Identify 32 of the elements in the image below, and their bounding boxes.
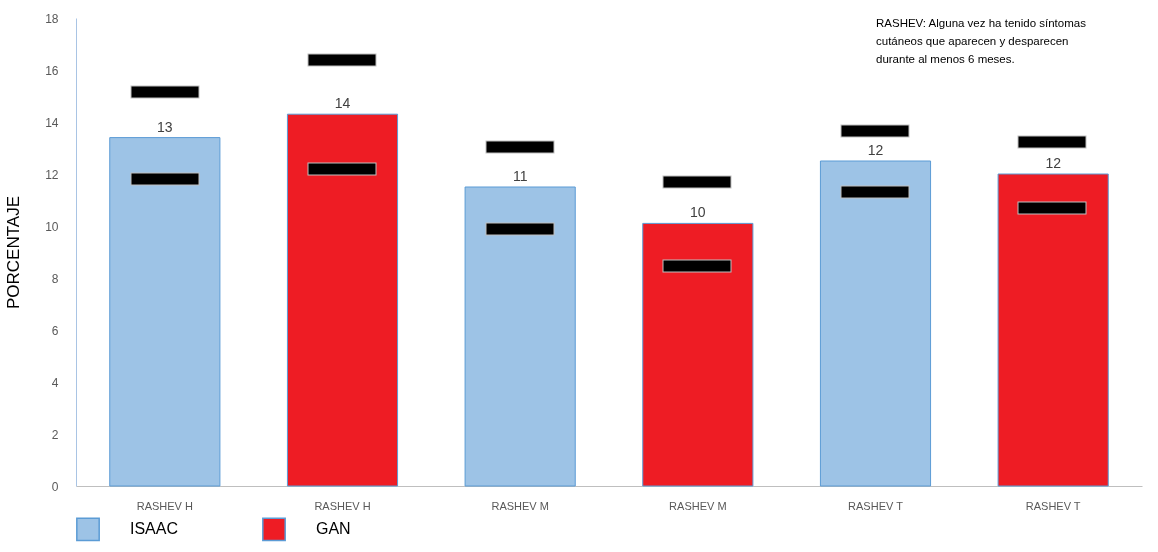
x-tick-label: RASHEV H: [314, 499, 371, 512]
data-label: 14: [334, 95, 351, 112]
legend-label: ISAAC: [130, 520, 179, 538]
y-tick-label: 8: [51, 271, 59, 286]
bar: [109, 137, 221, 487]
x-tick-label: RASHEV M: [491, 499, 549, 512]
data-label: 10: [690, 204, 706, 221]
data-label: 13: [157, 118, 173, 135]
y-tick-label: 14: [45, 115, 59, 130]
data-label: 12: [1045, 155, 1062, 171]
bar: [819, 160, 932, 487]
annotation: RASHEV: Alguna vez ha tenido síntomas cutáneos que aparecen y desparecen durante al menos 6 meses.: [876, 17, 1087, 65]
data-label: 12: [867, 142, 884, 158]
x-tick-label: RASHEV T: [848, 499, 904, 512]
data-label: 11: [512, 168, 528, 184]
x-tick-label: RASHEV M: [669, 499, 727, 512]
y-tick-label: 18: [45, 11, 59, 26]
bar: [997, 173, 1109, 487]
y-tick-label: 16: [45, 63, 59, 78]
y-tick-label: 0: [51, 479, 59, 494]
y-tick-label: 4: [51, 375, 59, 390]
y-axis-title: PORCENTAJE: [4, 195, 24, 310]
x-tick-label: RASHEV T: [1025, 499, 1081, 512]
bar: [464, 186, 576, 487]
y-tick-label: 6: [51, 323, 59, 338]
bar: [642, 222, 754, 487]
y-tick-label: 12: [45, 167, 59, 182]
y-tick-label: 2: [51, 427, 59, 442]
y-tick-label: 10: [45, 219, 59, 234]
x-tick-label: RASHEV H: [136, 499, 193, 512]
bar: [286, 113, 399, 487]
legend-label: GAN: [316, 520, 351, 538]
